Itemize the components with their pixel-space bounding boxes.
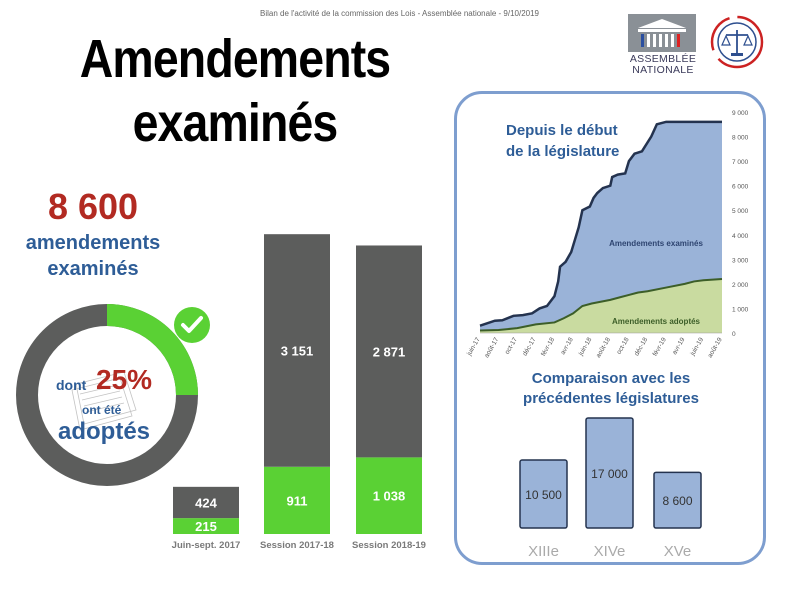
x-tick-label: juin-17 (465, 336, 482, 358)
header-caption: Bilan de l'activité de la commission des… (259, 9, 539, 18)
hemicycle-icon (628, 14, 696, 52)
x-tick-label: juin-19 (689, 336, 706, 358)
bar-remaining-label: 3 151 (281, 343, 314, 358)
x-tick-label: août-19 (707, 336, 724, 359)
comparison-bar (653, 471, 702, 529)
comparison-title-line2: précédentes législatures (523, 390, 699, 407)
cumulative-title-line1: Depuis le début (506, 122, 618, 139)
logo-text-line1: ASSEMBLÉE (629, 53, 697, 65)
kpi-label-line1: amendements (25, 232, 161, 254)
bar-adopted (356, 457, 422, 534)
x-tick-label: déc-17 (522, 336, 538, 357)
logo-text-line2: NATIONALE (632, 64, 694, 76)
comparison-bar (519, 459, 568, 529)
y-tick-label: 2 000 (732, 282, 749, 289)
bar-adopted (173, 518, 239, 534)
y-tick-label: 6 000 (732, 184, 749, 191)
kpi-label-line2: examinés (47, 258, 139, 280)
x-tick-label: oct-17 (504, 336, 519, 355)
bar-category-label: Juin-sept. 2017 (172, 540, 241, 551)
series-label-examined: Amendements examinés (609, 239, 703, 248)
donut-adopted-label: adoptés (58, 418, 151, 445)
bar-category-label: Session 2018-19 (352, 540, 426, 551)
bar-remaining-label: 424 (195, 495, 217, 510)
comparison-bar-label: 10 500 (525, 488, 562, 502)
cumulative-area-chart: 0 1 000 2 000 3 000 4 000 5 000 6 000 7 000 8 00… (465, 110, 749, 359)
donut-dont-label: dont (56, 377, 87, 393)
check-icon (174, 307, 210, 343)
comparison-category-label: XVe (664, 543, 692, 560)
session-bar-chart: 215 424 Juin-sept. 2017 911 3 151 Session 201… (172, 234, 426, 551)
cumulative-title-line2: de la législature (506, 143, 620, 160)
x-tick-label: févr-19 (652, 336, 668, 357)
assemblee-nationale-logo: ASSEMBLÉE NATIONALE (628, 14, 698, 78)
bar-remaining (173, 486, 239, 519)
bar-category-label: Session 2017-18 (260, 540, 334, 551)
y-tick-label: 7 000 (732, 159, 749, 166)
y-tick-label: 8 000 (732, 135, 749, 142)
y-tick-label: 9 000 (732, 110, 749, 117)
comparison-category-label: XIIIe (528, 543, 559, 560)
y-tick-label: 4 000 (732, 233, 749, 240)
bar-adopted (264, 466, 330, 534)
page-title-line2: examinés (132, 93, 339, 153)
x-tick-label: févr-18 (540, 336, 556, 357)
donut-adopted-ring (16, 304, 198, 486)
series-label-adopted: Amendements adoptés (612, 317, 701, 326)
comparison-title-line1: Comparaison avec les (531, 370, 691, 387)
x-tick-label: oct-18 (616, 336, 631, 355)
bar-adopted-label: 215 (195, 519, 217, 534)
donut-percentage: 25% (96, 364, 153, 395)
x-tick-label: août-18 (595, 336, 612, 359)
y-tick-label: 5 000 (732, 208, 749, 215)
area-examined (480, 121, 722, 333)
x-tick-label: juin-18 (577, 336, 594, 358)
donut-mid-label: ont été (82, 403, 122, 417)
comparison-bar (585, 417, 634, 529)
area-adopted (480, 278, 722, 333)
bar-remaining-label: 2 871 (373, 344, 406, 359)
y-tick-label: 1 000 (732, 306, 749, 313)
line-examined (479, 120, 722, 327)
line-adopted (479, 277, 723, 332)
x-tick-label: août-17 (483, 336, 500, 359)
y-tick-label: 0 (732, 331, 736, 338)
comparison-bar-label: 8 600 (662, 494, 692, 508)
document-stack-icon (71, 371, 137, 431)
bar-adopted-label: 1 038 (373, 489, 406, 504)
legislature-comparison-chart: 10 500 XIIIe 17 000 XIVe 8 600 XVe (519, 417, 702, 560)
adoption-donut (16, 304, 198, 486)
bar-remaining (356, 245, 422, 458)
comparison-category-label: XIVe (594, 543, 626, 560)
bar-adopted-label: 911 (287, 493, 308, 508)
commission-seal-icon (709, 14, 765, 75)
x-tick-label: déc-18 (633, 336, 649, 357)
comparison-bar-label: 17 000 (591, 467, 628, 481)
x-tick-label: avr-19 (671, 336, 686, 356)
x-tick-label: avr-18 (560, 336, 575, 356)
kpi-number: 8 600 (47, 186, 139, 227)
y-tick-label: 3 000 (732, 257, 749, 264)
bar-remaining (264, 234, 330, 467)
right-panel (454, 91, 766, 565)
page-title-line1: Amendements (79, 29, 391, 89)
